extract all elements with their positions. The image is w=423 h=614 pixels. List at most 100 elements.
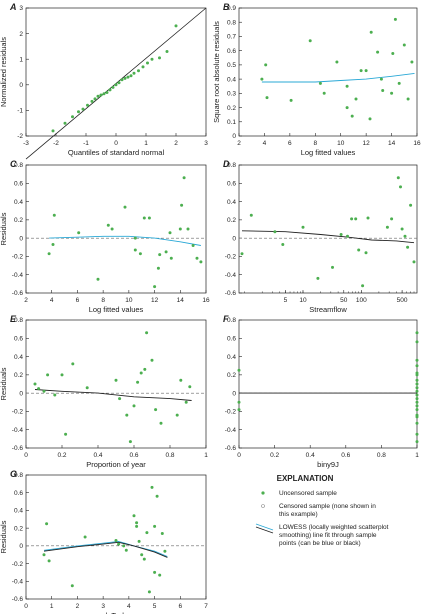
panel-b-xtick-label-0: 2 xyxy=(237,140,241,147)
legend-uncensored-label: Uncensored sample xyxy=(279,490,337,497)
panel-g-point-12 xyxy=(137,539,141,543)
panel-b-xtick-label-5: 12 xyxy=(363,140,371,147)
panel-d-point-21 xyxy=(406,245,410,249)
panel-c-ytick-label-3: 0 xyxy=(19,235,23,242)
legend-censored-label-2: this example) xyxy=(279,511,318,518)
legend-title: EXPLANATION xyxy=(277,474,334,483)
panel-b-letter: B xyxy=(223,2,230,12)
panel-d-ytick-label-1: -0.4 xyxy=(225,272,237,279)
panel-f-point-4 xyxy=(415,340,419,344)
panel-a-xlabel: Quantiles of standard normal xyxy=(68,148,165,157)
panel-f-point-11 xyxy=(415,386,419,390)
panel-f-point-19 xyxy=(415,415,419,419)
panel-b-point-17 xyxy=(379,77,383,81)
panel-a-point-4 xyxy=(81,107,85,111)
panel-d: 5 10 50 100 500 -0.6 -0.4 -0.2 0 0.2 0.4 0.6 0.8D Str… xyxy=(223,159,418,314)
panel-a-point-20 xyxy=(132,71,136,75)
panel-g-point-19 xyxy=(153,524,157,528)
panel-f-frame xyxy=(238,319,418,449)
panel-a-point-16 xyxy=(120,78,124,82)
panel-b: 2 4 6 8 10 12 14 16 0 0.1 0.2 0.3 0.4 0.5 0.6 0.7 0.8 0.9… xyxy=(212,2,421,157)
panel-c-point-15 xyxy=(158,253,162,257)
panel-e-ytick-label-7: 0.8 xyxy=(14,317,23,324)
panel-b-ytick-label-4: 0.4 xyxy=(227,76,236,83)
panel-e-point-24 xyxy=(188,385,192,389)
panel-b-point-13 xyxy=(364,69,368,73)
panel-f-ytick-label-6: 0.6 xyxy=(227,335,236,342)
panel-f-xtick-label-1: 0.2 xyxy=(270,452,279,459)
panel-e-ytick-label-1: -0.4 xyxy=(12,427,24,434)
legend-censored-label-1: Censored sample (none shown in xyxy=(279,503,376,510)
panel-e-xtick-label-1: 0.2 xyxy=(57,452,66,459)
panel-c-ytick-label-5: 0.4 xyxy=(14,199,23,206)
panel-f-point-16 xyxy=(415,404,419,408)
panel-e-ytick-label-0: -0.6 xyxy=(12,445,24,452)
panel-f-point-20 xyxy=(415,421,419,425)
panel-d-point-23 xyxy=(412,260,416,264)
panel-g-ytick-label-0: -0.6 xyxy=(12,596,24,603)
panel-g-point-14 xyxy=(142,557,146,561)
panel-e-xlabel: Proportion of year xyxy=(86,460,146,469)
panel-a-ytick-label-4: 2 xyxy=(19,31,23,38)
legend-lowess-label-1: LOWESS (locally weighted scatterplot xyxy=(279,524,389,531)
panel-c-ytick-label-0: -0.6 xyxy=(12,290,24,297)
panel-g-xtick-label-4: 4 xyxy=(127,603,131,610)
panel-b-ytick-label-2: 0.2 xyxy=(227,105,236,112)
panel-d-frame xyxy=(238,164,418,294)
legend-uncensored-marker xyxy=(261,491,265,495)
panel-e-point-23 xyxy=(184,400,188,404)
panel-c-point-3 xyxy=(77,231,81,235)
panel-a-point-23 xyxy=(146,61,149,65)
panel-a-point-13 xyxy=(111,85,115,89)
panel-b-ytick-label-1: 0.1 xyxy=(227,119,236,126)
panel-d-ytick-label-7: 0.8 xyxy=(227,162,236,169)
panel-f-point-1 xyxy=(237,400,241,404)
panel-d-point-4 xyxy=(301,225,305,229)
panel-c-point-16 xyxy=(164,250,168,254)
panel-g-point-5 xyxy=(114,539,118,542)
panel-f-point-10 xyxy=(415,382,419,386)
panel-c-xlabel: Log fitted values xyxy=(89,305,144,314)
panel-a-point-1 xyxy=(63,121,67,125)
panel-f-xtick-label-2: 0.4 xyxy=(306,452,315,459)
panel-d-point-6 xyxy=(331,265,334,269)
panel-b-ytick-label-3: 0.3 xyxy=(227,91,236,98)
panel-b-point-11 xyxy=(354,97,358,101)
panel-a-point-7 xyxy=(93,97,97,101)
panel-c-point-7 xyxy=(123,205,127,209)
panel-d-xtick-label-1: 10 xyxy=(299,297,307,304)
panel-g-ytick-label-7: 0.8 xyxy=(14,472,23,479)
panel-d-ytick-label-6: 0.6 xyxy=(227,180,236,187)
panel-f-point-15 xyxy=(415,400,419,404)
panel-g: 0 1 2 3 4 5 6 7 -0.6 -0.4 -0.2 0 0.2 0.4 0.6 0.8GlnTurb… xyxy=(0,469,208,614)
panel-f: 0 0.2 0.4 0.6 0.8 1-0.6-0.4-0.200.20.40.60.8F… xyxy=(223,314,419,469)
legend-lowess-label-3: points (can be blue or black) xyxy=(279,540,361,547)
panel-c-point-17 xyxy=(168,231,172,235)
panel-a-point-22 xyxy=(141,65,145,69)
panel-e-point-13 xyxy=(132,404,136,408)
panel-e-point-15 xyxy=(139,371,143,375)
panel-b-point-22 xyxy=(397,81,401,85)
panel-g-xtick-label-3: 3 xyxy=(101,603,105,610)
panel-b-point-20 xyxy=(391,52,395,55)
panel-b-point-6 xyxy=(322,91,326,95)
panel-b-point-8 xyxy=(345,84,349,88)
panel-f-ytick-label-5: 0.4 xyxy=(227,354,236,361)
panel-g-point-21 xyxy=(158,573,162,577)
panel-e-point-19 xyxy=(154,408,158,412)
panel-a-ytick-label-0: -2 xyxy=(17,133,23,140)
panel-b-point-4 xyxy=(308,39,312,43)
panel-e: 0 0.2 0.4 0.6 0.8 1-0.6-0.4-0.200.20.40.60.8E… xyxy=(0,314,208,469)
panel-b-xlabel: Log fitted values xyxy=(301,148,356,157)
legend-lowess-black-line xyxy=(255,526,274,534)
panel-d-point-17 xyxy=(396,176,400,180)
panel-d-point-11 xyxy=(357,248,361,252)
panel-c-lowess-line xyxy=(49,235,201,246)
panel-g-point-8 xyxy=(124,548,128,552)
panel-a-ylabel: Normalized residuals xyxy=(0,37,8,107)
panel-g-point-0 xyxy=(42,553,46,557)
panel-a-point-18 xyxy=(126,75,130,79)
panel-f-ytick-label-0: -0.6 xyxy=(225,445,237,452)
panel-g-point-16 xyxy=(147,590,151,594)
